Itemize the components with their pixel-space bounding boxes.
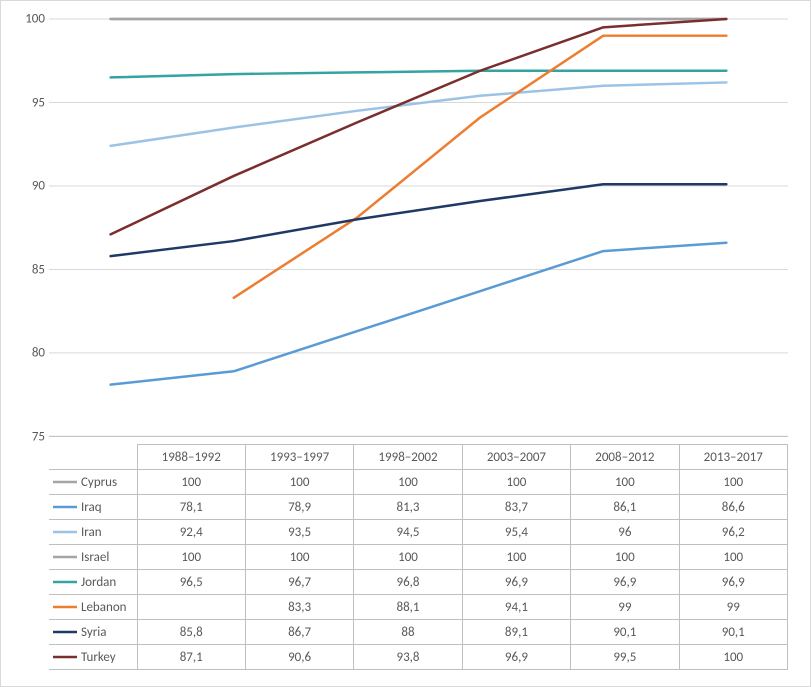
legend-line-icon [53, 652, 77, 662]
data-cell: 86,1 [571, 495, 679, 520]
data-cell: 87,1 [137, 645, 245, 670]
category-header: 2008–2012 [571, 445, 679, 470]
legend-cell: Iraq [49, 495, 137, 520]
legend-header-blank [49, 445, 137, 470]
chart-data-table: 1988–19921993–19971998–20022003–20072008… [49, 444, 788, 670]
y-axis-tick-label: 80 [5, 346, 45, 361]
data-cell: 93,8 [354, 645, 462, 670]
series-name: Syria [81, 625, 106, 640]
data-cell: 96,8 [354, 570, 462, 595]
data-cell: 100 [679, 645, 787, 670]
data-cell: 96,9 [571, 570, 679, 595]
data-cell: 89,1 [462, 620, 570, 645]
y-axis-tick-label: 85 [5, 262, 45, 277]
data-cell: 99 [679, 595, 787, 620]
data-cell [137, 595, 245, 620]
legend-line-icon [53, 477, 77, 487]
data-cell: 100 [245, 545, 353, 570]
chart-container: 1988–19921993–19971998–20022003–20072008… [0, 0, 811, 687]
category-header: 1988–1992 [137, 445, 245, 470]
data-cell: 88,1 [354, 595, 462, 620]
data-cell: 94,5 [354, 520, 462, 545]
legend-line-icon [53, 602, 77, 612]
data-cell: 88 [354, 620, 462, 645]
legend-cell: Lebanon [49, 595, 137, 620]
series-name: Iraq [81, 500, 102, 515]
legend-cell: Cyprus [49, 470, 137, 495]
y-axis-tick-label: 100 [5, 12, 45, 27]
table-row: Iraq 78,178,981,383,786,186,6 [49, 495, 788, 520]
table-row: Turkey 87,190,693,896,999,5100 [49, 645, 788, 670]
series-name: Iran [81, 525, 102, 540]
legend-line-icon [53, 627, 77, 637]
data-cell: 90,1 [571, 620, 679, 645]
data-cell: 100 [354, 470, 462, 495]
data-cell: 100 [462, 545, 570, 570]
data-cell: 96,2 [679, 520, 787, 545]
table-row: Israel100100100100100100 [49, 545, 788, 570]
data-cell: 96,5 [137, 570, 245, 595]
data-cell: 96,7 [245, 570, 353, 595]
data-cell: 86,7 [245, 620, 353, 645]
series-name: Israel [81, 550, 109, 565]
legend-line-icon [53, 502, 77, 512]
category-header: 1993–1997 [245, 445, 353, 470]
series-name: Jordan [81, 575, 116, 590]
y-axis-tick-label: 90 [5, 179, 45, 194]
data-cell: 86,6 [679, 495, 787, 520]
series-name: Cyprus [81, 475, 117, 490]
data-cell: 93,5 [245, 520, 353, 545]
data-cell: 90,6 [245, 645, 353, 670]
data-cell: 96,9 [679, 570, 787, 595]
data-cell: 100 [354, 545, 462, 570]
line-chart [49, 11, 788, 441]
data-cell: 78,1 [137, 495, 245, 520]
y-axis-tick-label: 75 [5, 430, 45, 445]
data-cell: 90,1 [679, 620, 787, 645]
data-cell: 81,3 [354, 495, 462, 520]
data-cell: 100 [462, 470, 570, 495]
legend-line-icon [53, 552, 77, 562]
data-cell: 96,9 [462, 570, 570, 595]
category-header: 2013–2017 [679, 445, 787, 470]
data-cell: 96 [571, 520, 679, 545]
category-header: 1998–2002 [354, 445, 462, 470]
data-cell: 100 [137, 470, 245, 495]
table-row: Cyprus100100100100100100 [49, 470, 788, 495]
data-cell: 100 [571, 545, 679, 570]
data-cell: 99,5 [571, 645, 679, 670]
data-cell: 100 [137, 545, 245, 570]
legend-cell: Turkey [49, 645, 137, 670]
data-cell: 100 [571, 470, 679, 495]
series-name: Lebanon [81, 600, 127, 615]
data-cell: 95,4 [462, 520, 570, 545]
data-cell: 100 [245, 470, 353, 495]
legend-cell: Jordan [49, 570, 137, 595]
legend-line-icon [53, 527, 77, 537]
legend-line-icon [53, 577, 77, 587]
table-row: Syria85,886,78889,190,190,1 [49, 620, 788, 645]
legend-cell: Syria [49, 620, 137, 645]
data-cell: 96,9 [462, 645, 570, 670]
series-name: Turkey [81, 650, 116, 665]
data-cell: 83,3 [245, 595, 353, 620]
data-cell: 78,9 [245, 495, 353, 520]
legend-cell: Israel [49, 545, 137, 570]
legend-cell: Iran [49, 520, 137, 545]
data-cell: 100 [679, 470, 787, 495]
data-cell: 85,8 [137, 620, 245, 645]
table-row: Jordan96,596,796,896,996,996,9 [49, 570, 788, 595]
table-row: Lebanon83,388,194,19999 [49, 595, 788, 620]
data-cell: 100 [679, 545, 787, 570]
data-cell: 99 [571, 595, 679, 620]
category-header: 2003–2007 [462, 445, 570, 470]
data-cell: 94,1 [462, 595, 570, 620]
table-row: Iran 92,493,594,595,49696,2 [49, 520, 788, 545]
data-cell: 92,4 [137, 520, 245, 545]
data-cell: 83,7 [462, 495, 570, 520]
y-axis-tick-label: 95 [5, 95, 45, 110]
